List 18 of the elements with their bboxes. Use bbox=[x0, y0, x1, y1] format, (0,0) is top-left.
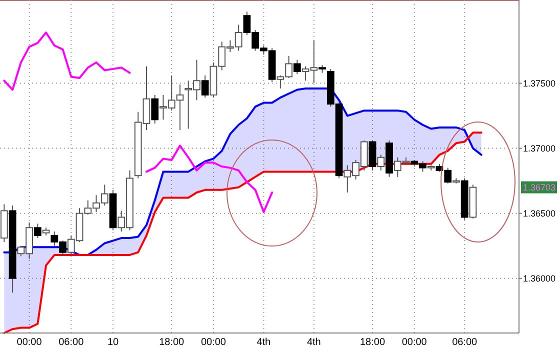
x-tick-label: 06:00 bbox=[58, 337, 84, 348]
line-series bbox=[3, 132, 482, 334]
x-tick-label: 00:00 bbox=[200, 337, 226, 348]
text: 1.36703 bbox=[523, 182, 556, 192]
x-tick-label: 4th bbox=[306, 337, 321, 348]
x-tick-label: 10 bbox=[107, 337, 120, 348]
x-tick-label: 18:00 bbox=[360, 337, 386, 348]
y-tick-label: 1.36500 bbox=[523, 208, 556, 218]
line-series bbox=[3, 87, 482, 256]
y-tick-label: 1.37000 bbox=[523, 143, 556, 154]
x-tick-label: 18:00 bbox=[159, 337, 185, 348]
y-tick-label: 1.36000 bbox=[523, 274, 556, 284]
x-tick-label: 4th bbox=[256, 337, 271, 348]
x-tick-label: 06:00 bbox=[452, 337, 478, 348]
candlestick bbox=[377, 154, 385, 171]
x-tick-label: 00:00 bbox=[16, 337, 42, 348]
y-tick-label: 1.37500 bbox=[523, 78, 556, 88]
x-tick-label: 00:00 bbox=[402, 337, 428, 348]
